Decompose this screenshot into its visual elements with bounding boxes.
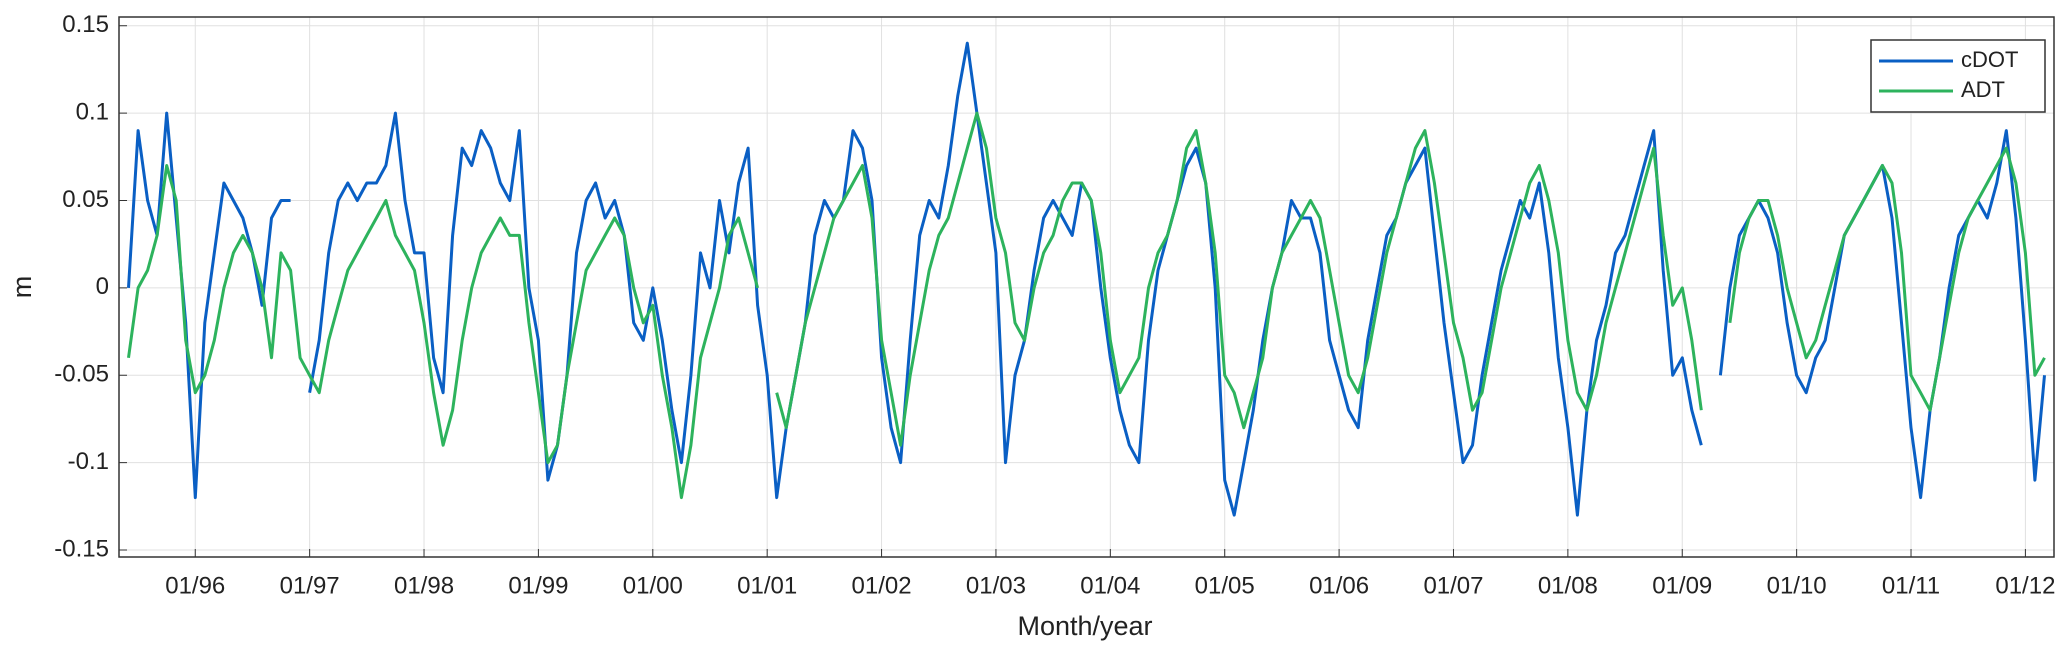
x-tick-label: 01/12	[1995, 572, 2055, 599]
y-tick-label: -0.05	[54, 361, 109, 388]
x-tick-label: 01/01	[737, 572, 797, 599]
x-tick-label: 01/03	[966, 572, 1026, 599]
x-tick-label: 01/10	[1767, 572, 1827, 599]
x-tick-label: 01/09	[1652, 572, 1712, 599]
data-line	[127, 111, 2046, 500]
x-tick-label: 01/06	[1309, 572, 1369, 599]
y-axis-label: m	[7, 276, 37, 299]
x-tick-label: 01/04	[1080, 572, 1140, 599]
x-tick-label: 01/02	[852, 572, 912, 599]
y-tick-label: 0.15	[62, 11, 109, 38]
legend-label: cDOT	[1961, 47, 2018, 72]
x-axis-label: Month/year	[1017, 611, 1152, 641]
y-tick-label: 0.05	[62, 186, 109, 213]
x-tick-label: 01/99	[508, 572, 568, 599]
x-tick-label: 01/98	[394, 572, 454, 599]
x-tick-label: 01/97	[280, 572, 340, 599]
y-tick-label: -0.15	[54, 535, 109, 562]
x-tick-label: 01/08	[1538, 572, 1598, 599]
y-tick-label: -0.1	[68, 448, 109, 475]
legend-label: ADT	[1961, 77, 2005, 102]
plot-area	[119, 17, 2054, 557]
y-tick-label: 0	[96, 273, 109, 300]
x-tick-label: 01/05	[1195, 572, 1255, 599]
legend-box	[1870, 39, 2046, 113]
x-tick-label: 01/11	[1882, 572, 1940, 599]
x-tick-label: 01/96	[165, 572, 225, 599]
plot-frame	[118, 16, 2055, 558]
y-tick-label: 0.1	[76, 98, 109, 125]
x-tick-label: 01/00	[623, 572, 683, 599]
x-tick-label: 01/07	[1423, 572, 1483, 599]
